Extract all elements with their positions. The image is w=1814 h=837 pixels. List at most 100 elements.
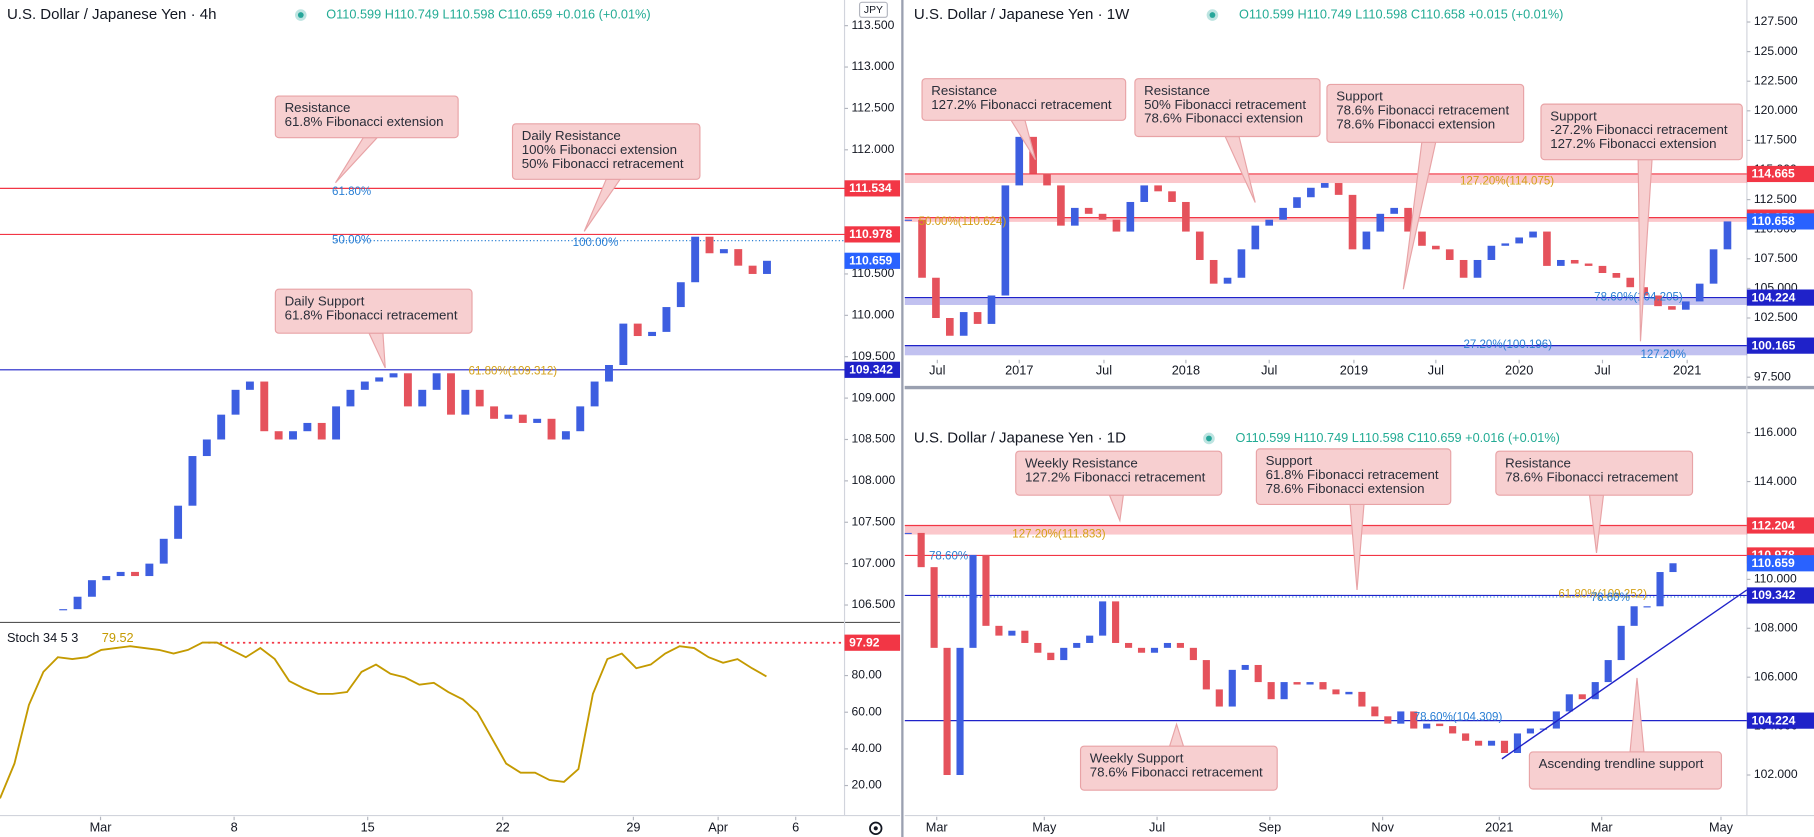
x-tick-label: Mar: [926, 820, 949, 835]
fib-label: 50.00%(110.624): [919, 216, 1007, 228]
candle: [1423, 723, 1431, 729]
candle: [1209, 259, 1218, 284]
candle: [605, 364, 613, 382]
x-tick-label: 8: [231, 820, 238, 835]
callout-text: Resistance: [285, 100, 351, 115]
candle: [202, 439, 211, 457]
y-tick-label: 112.500: [1754, 192, 1797, 206]
candle: [1163, 642, 1172, 648]
x-tick-label: 2020: [1505, 363, 1533, 378]
candle: [982, 554, 990, 626]
candle: [1565, 694, 1573, 712]
callout-box: [1528, 751, 1723, 790]
settings-icon[interactable]: [869, 821, 883, 835]
fib-label: 78.60%: [1591, 592, 1630, 604]
price-tag: [1746, 289, 1814, 306]
candle: [1251, 225, 1260, 250]
gear-hub[interactable]: [873, 826, 878, 831]
candle: [547, 418, 556, 440]
callout-text: 127.2% Fibonacci extension: [1550, 136, 1716, 151]
candle: [1612, 273, 1621, 278]
price-tag-label: 110.658: [1752, 214, 1795, 228]
candle: [1057, 185, 1065, 226]
x-tick-label: Jul: [1261, 363, 1277, 378]
candle: [691, 236, 700, 283]
price-tag: [1746, 587, 1814, 604]
x-tick-label: 15: [361, 820, 375, 835]
candle: [1404, 207, 1412, 232]
price-tag-label: 110.659: [849, 254, 892, 268]
candle: [662, 307, 671, 332]
callout-text: -27.2% Fibonacci retracement: [1550, 122, 1728, 137]
price-tag-label: 109.342: [1752, 588, 1796, 602]
candle: [1630, 606, 1638, 626]
candle: [1073, 642, 1081, 648]
candle: [475, 389, 484, 407]
gear[interactable]: [869, 821, 883, 835]
callout-text: Weekly Resistance: [1025, 455, 1138, 470]
candle: [930, 567, 938, 648]
candle: [619, 323, 628, 365]
candle: [1202, 660, 1210, 690]
fib-label: 78.60%: [929, 551, 968, 563]
price-tag-label: 100.165: [1752, 338, 1796, 352]
candle: [995, 625, 1003, 636]
x-tick-label: May: [1709, 820, 1734, 835]
callout-text: Daily Support: [285, 293, 365, 308]
candle: [145, 563, 154, 577]
currency: JPY: [864, 5, 883, 16]
candle: [1112, 219, 1121, 232]
plot-area: [0, 187, 845, 611]
candle: [576, 406, 585, 432]
candle: [1099, 601, 1107, 636]
trendline: [1501, 589, 1747, 760]
ohlc: O110.599 H110.749 L110.598 C110.659 +0.0…: [1236, 430, 1560, 445]
candle: [1436, 723, 1444, 727]
candle: [303, 422, 312, 432]
candle: [1043, 173, 1051, 186]
candle: [959, 312, 968, 336]
candle: [1060, 647, 1068, 661]
candle: [1462, 733, 1470, 741]
candle: [1695, 283, 1704, 302]
status-dot: [297, 12, 304, 18]
candle: [973, 312, 982, 324]
candle: [360, 381, 369, 390]
status-dot: [1209, 12, 1216, 18]
candle: [389, 373, 398, 378]
candle: [969, 554, 977, 648]
candle: [447, 373, 455, 415]
candle: [748, 265, 757, 274]
candle: [188, 456, 197, 506]
candle: [932, 277, 940, 318]
candle: [174, 505, 183, 539]
candle: [1267, 682, 1275, 700]
callout-box: [274, 288, 473, 334]
candle: [1124, 642, 1133, 648]
candle: [274, 431, 283, 440]
candle: [1086, 635, 1094, 643]
candle: [1418, 231, 1426, 246]
candle: [1654, 295, 1662, 307]
fib-label: 78.60%(104.205): [1594, 291, 1683, 303]
callout-text: Resistance: [931, 83, 997, 98]
price-tag-label: 110.978: [849, 227, 892, 241]
candle: [1449, 726, 1457, 734]
y-tick-label: 108.000: [1754, 620, 1798, 634]
candle: [1176, 642, 1184, 648]
candle: [1552, 711, 1560, 729]
x-tick-label: 2021: [1673, 363, 1701, 378]
candle: [1306, 682, 1314, 685]
fib-label: 127.20%(111.833): [1012, 529, 1105, 541]
candle: [159, 538, 168, 564]
callout-text: 100% Fibonacci extension: [522, 142, 677, 157]
candle: [763, 260, 771, 274]
fib-label: 78.60%(104.309): [1414, 711, 1503, 723]
fib-label: 100.00%: [573, 237, 619, 249]
candle: [1070, 207, 1079, 226]
y-tick-label: 120.000: [1754, 103, 1798, 117]
candle: [1215, 689, 1223, 707]
callout-text: Resistance: [1144, 83, 1210, 98]
candle: [987, 295, 996, 324]
candle: [561, 431, 570, 440]
